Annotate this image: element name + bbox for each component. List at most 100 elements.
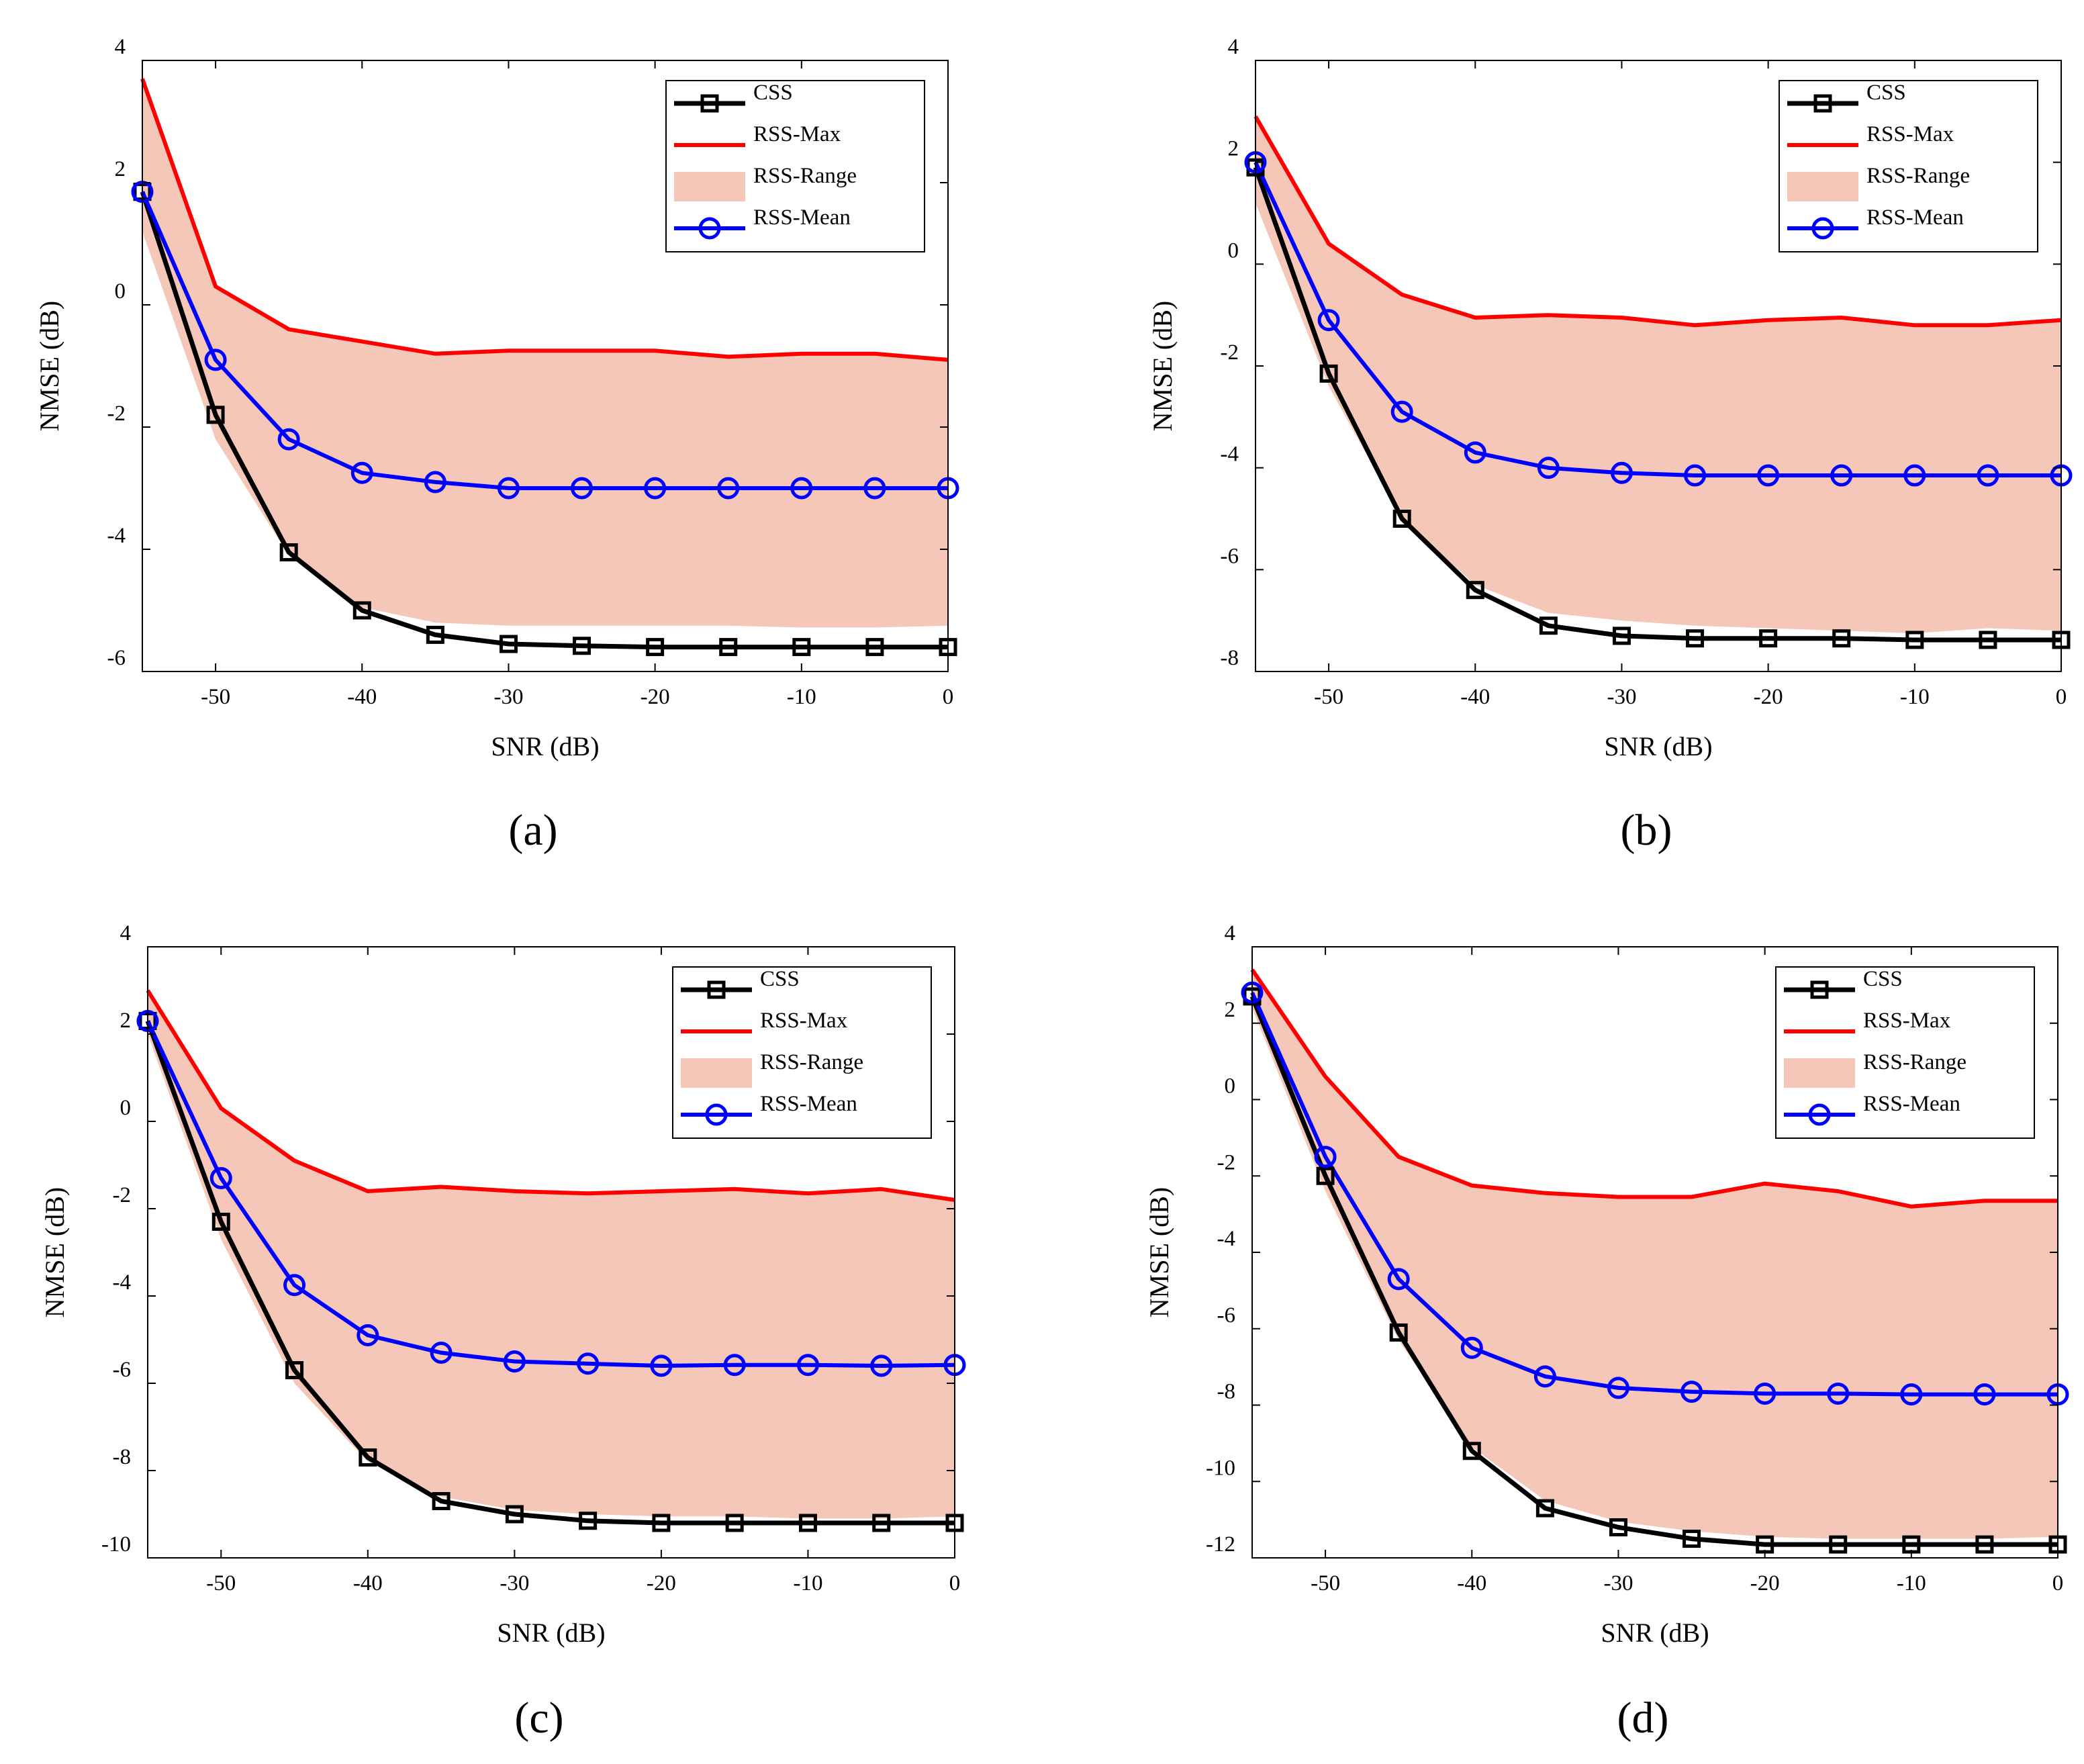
y-tick-label: -10 (101, 1532, 131, 1557)
css-point (1316, 1166, 1335, 1185)
y-tick-label: 2 (120, 1009, 132, 1033)
legend-css-label: CSS (1866, 81, 1906, 105)
rss-mean-point (357, 1324, 379, 1346)
y-tick-label: -12 (1206, 1532, 1235, 1557)
y-tick-label: 4 (1228, 35, 1239, 59)
legend-rss-range-swatch (1787, 172, 1858, 201)
y-tick-label: 2 (1228, 137, 1239, 161)
rss-mean-point (723, 1354, 746, 1377)
x-tick-label: 0 (949, 1571, 961, 1595)
css-point (1535, 1499, 1554, 1518)
x-tick-label: -10 (787, 685, 816, 709)
rss-mean-point (1977, 464, 1999, 487)
legend-css-label: CSS (753, 81, 793, 105)
rss-mean-point (650, 1354, 673, 1377)
y-tick-label: -6 (1221, 544, 1239, 568)
css-point (798, 1514, 817, 1532)
css-point (505, 1505, 524, 1524)
css-point (1612, 626, 1631, 645)
x-axis-label: SNR (dB) (1604, 731, 1712, 761)
css-point (432, 1492, 451, 1510)
rss-mean-point (870, 1354, 893, 1377)
rss-max-line (1253, 115, 2062, 328)
rss-mean-point (577, 1352, 600, 1375)
x-tick-label: -30 (1607, 685, 1636, 709)
x-tick-label: -30 (1603, 1571, 1633, 1595)
rss-mean-point (1903, 464, 1926, 487)
legend-rss-mean-label: RSS-Mean (760, 1092, 857, 1116)
legend: CSS RSS-Max RSS-Range RSS-Mean (1775, 966, 2035, 1139)
x-tick-label: -10 (793, 1571, 822, 1595)
legend-rss-max-label: RSS-Max (1863, 1009, 1951, 1033)
y-tick-label: -6 (113, 1358, 132, 1382)
y-tick-label: -10 (1206, 1456, 1235, 1480)
rss-mean-point (1610, 461, 1633, 484)
rss-mean-point (1390, 400, 1413, 423)
legend-rss-mean-label: RSS-Mean (753, 205, 851, 230)
legend-rss-mean-marker (698, 217, 721, 240)
rss-mean-line (146, 1020, 955, 1368)
rss-mean-point (497, 477, 520, 500)
css-point (352, 601, 371, 620)
y-tick-label: 0 (115, 279, 126, 304)
legend-rss-max-label: RSS-Max (753, 122, 841, 146)
legend-rss-mean-label: RSS-Mean (1866, 205, 1964, 230)
y-tick-label: -4 (107, 524, 126, 548)
css-point (579, 1512, 598, 1530)
panel-label: (b) (1621, 806, 1672, 855)
css-point (206, 406, 225, 424)
y-tick-label: 0 (1228, 238, 1239, 263)
legend-css-marker (1813, 94, 1832, 113)
legend-css-marker (1810, 980, 1829, 999)
css-point (1389, 1323, 1408, 1342)
x-tick-label: -40 (347, 685, 377, 709)
rss-range-area (148, 990, 955, 1519)
css-point (285, 1361, 304, 1379)
css-point (279, 543, 298, 562)
rss-mean-point (350, 461, 373, 484)
css-point (652, 1514, 671, 1532)
y-axis-label: NMSE (dB) (1147, 301, 1178, 431)
legend-rss-range-label: RSS-Range (1863, 1050, 1967, 1074)
rss-range-area (1256, 116, 2061, 634)
rss-mean-point (796, 1354, 819, 1377)
rss-mean-point (863, 477, 886, 500)
css-point (646, 638, 665, 657)
rss-mean-point (1757, 464, 1780, 487)
legend-css-label: CSS (1863, 967, 1903, 991)
css-line (1253, 167, 2061, 643)
css-point (865, 638, 884, 657)
y-tick-label: 4 (120, 921, 132, 945)
legend: CSS RSS-Max RSS-Range RSS-Mean (665, 80, 925, 252)
x-tick-label: -30 (500, 1571, 529, 1595)
rss-mean-point (430, 1342, 453, 1364)
x-tick-label: -50 (206, 1571, 236, 1595)
rss-mean-point (1387, 1268, 1410, 1291)
rss-mean-point (1830, 464, 1853, 487)
x-tick-label: -10 (1900, 685, 1930, 709)
x-tick-label: -50 (1311, 1571, 1340, 1595)
legend: CSS RSS-Max RSS-Range RSS-Mean (672, 966, 932, 1139)
x-tick-label: -10 (1897, 1571, 1926, 1595)
x-tick-label: -20 (641, 685, 670, 709)
rss-range-area (142, 79, 948, 628)
rss-mean-point (1537, 457, 1560, 479)
rss-mean-point (1684, 464, 1707, 487)
css-point (1829, 1535, 1848, 1554)
css-point (792, 638, 811, 657)
y-axis-label: NMSE (dB) (40, 1187, 70, 1317)
css-point (1759, 629, 1778, 648)
y-tick-label: 2 (115, 157, 126, 181)
x-tick-label: -20 (1754, 685, 1783, 709)
x-tick-label: -20 (647, 1571, 676, 1595)
css-line (1249, 995, 2058, 1547)
y-tick-label: 0 (1225, 1074, 1236, 1099)
rss-mean-point (503, 1350, 526, 1373)
y-axis-label: NMSE (dB) (1144, 1187, 1174, 1317)
y-tick-label: 0 (120, 1096, 132, 1120)
panel-label: (c) (514, 1693, 563, 1743)
